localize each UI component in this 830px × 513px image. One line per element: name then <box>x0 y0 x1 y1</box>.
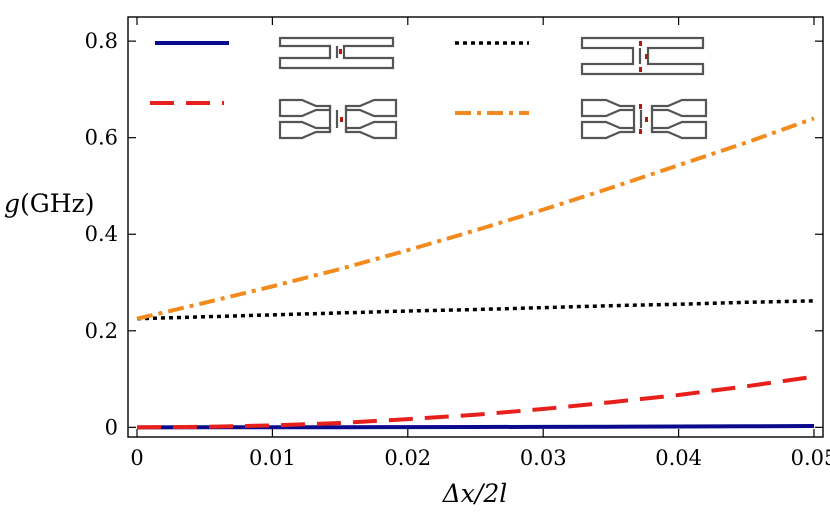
series-line-2 <box>136 374 815 430</box>
y-tick-label-0: 0 <box>105 415 118 439</box>
device-schematic-single-uniform <box>278 36 395 70</box>
y-axis-unit: (GHz) <box>20 189 94 218</box>
y-tick-label-3: 0.6 <box>85 126 118 150</box>
plot-frame <box>127 16 824 438</box>
series-line-0 <box>136 424 815 430</box>
y-axis-symbol: g <box>4 189 20 218</box>
x-axis-label: Δx/2l <box>442 479 507 508</box>
tick-group: 0 0.01 0.02 0.03 0.04 0.05 0 0.2 0.4 0.6 0.8 <box>85 17 830 470</box>
y-axis-label: g(GHz) <box>4 189 94 218</box>
y-tick-label-2: 0.4 <box>85 222 118 246</box>
series-layer <box>136 116 815 430</box>
x-tick-label-3: 0.03 <box>520 446 567 470</box>
legend <box>150 41 529 115</box>
x-tick-label-2: 0.02 <box>384 446 431 470</box>
x-tick-label-5: 0.05 <box>791 446 830 470</box>
y-tick-label-4: 0.8 <box>85 29 118 53</box>
y-tick-label-1: 0.2 <box>85 319 118 343</box>
device-schematic-double-tapered <box>580 98 708 140</box>
series-line-3 <box>136 116 815 321</box>
device-schematic-single-tapered <box>278 98 398 140</box>
series-line-1 <box>136 299 815 321</box>
x-tick-label-0: 0 <box>130 446 143 470</box>
device-schematic-double-uniform <box>580 36 705 76</box>
x-tick-label-4: 0.04 <box>655 446 702 470</box>
x-tick-label-1: 0.01 <box>249 446 296 470</box>
